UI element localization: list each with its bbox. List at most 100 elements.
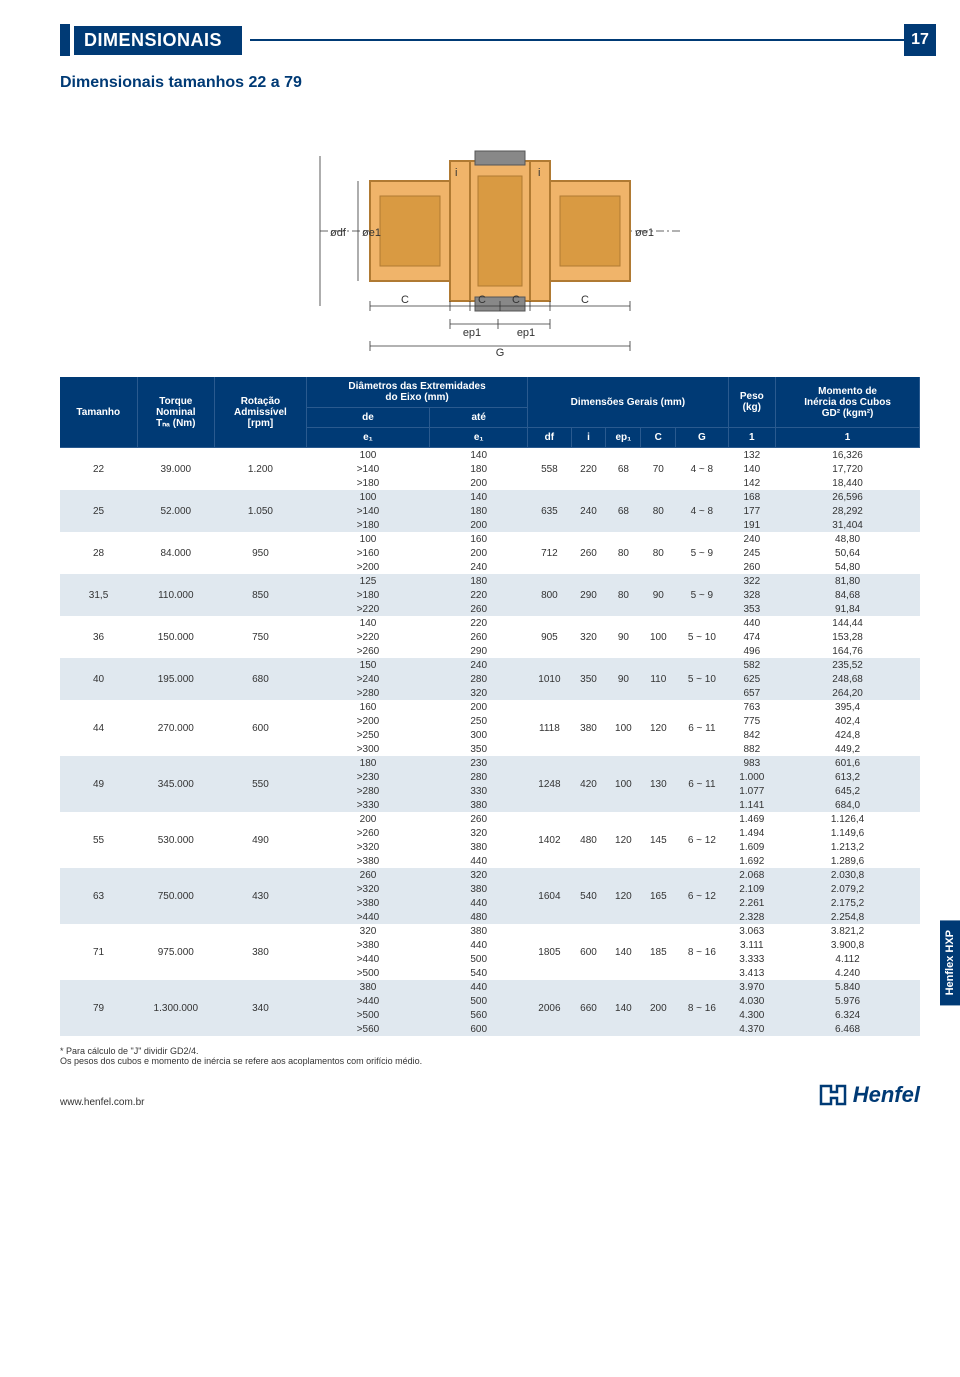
th-de: de	[306, 408, 429, 428]
cell-gd2: 601,6	[776, 756, 920, 770]
cell-peso: 2.261	[728, 896, 776, 910]
cell-i: 480	[571, 812, 606, 868]
cell-ate: 260	[430, 630, 528, 644]
table-row: 2552.0001.05010014063524068804 ~ 816826,…	[60, 490, 920, 504]
cell-de: >260	[306, 826, 429, 840]
cell-de: >500	[306, 966, 429, 980]
cell-gd2: 91,84	[776, 602, 920, 616]
cell-ate: 180	[430, 462, 528, 476]
subtitle: Dimensionais tamanhos 22 a 79	[60, 74, 920, 92]
header-band: DIMENSIONAIS	[60, 24, 920, 56]
cell-df: 1010	[528, 658, 571, 700]
footer-logo: Henfel	[817, 1082, 920, 1108]
diagram-label-c-2: C	[478, 294, 486, 306]
cell-c: 110	[641, 658, 676, 700]
cell-ate: 200	[430, 546, 528, 560]
cell-peso: 657	[728, 686, 776, 700]
cell-de: >240	[306, 672, 429, 686]
cell-ate: 290	[430, 644, 528, 658]
table-row: 2884.00095010016071226080805 ~ 924048,80	[60, 532, 920, 546]
cell-ate: 320	[430, 686, 528, 700]
cell-peso: 140	[728, 462, 776, 476]
cell-peso: 1.077	[728, 784, 776, 798]
cell-gd2: 4.112	[776, 952, 920, 966]
footnote-1: * Para cálculo de "J" dividir GD2/4.	[60, 1046, 920, 1056]
cell-de: 320	[306, 924, 429, 938]
cell-tamanho: 36	[60, 616, 137, 658]
cell-de: >260	[306, 644, 429, 658]
cell-c: 130	[641, 756, 676, 812]
cell-ate: 480	[430, 910, 528, 924]
cell-gd2: 3.821,2	[776, 924, 920, 938]
table-row: 791.300.00034038044020066601402008 ~ 163…	[60, 980, 920, 994]
cell-de: 160	[306, 700, 429, 714]
cell-ate: 240	[430, 560, 528, 574]
th-df: df	[528, 428, 571, 448]
cell-ate: 240	[430, 658, 528, 672]
cell-ep1: 90	[606, 616, 641, 658]
cell-torque: 195.000	[137, 658, 214, 700]
cell-c: 80	[641, 490, 676, 532]
cell-gd2: 248,68	[776, 672, 920, 686]
cell-g: 4 ~ 8	[676, 490, 728, 532]
footer-brand: Henfel	[853, 1082, 920, 1108]
cell-peso: 2.328	[728, 910, 776, 924]
cell-ate: 330	[430, 784, 528, 798]
cell-de: >440	[306, 910, 429, 924]
cell-c: 70	[641, 448, 676, 491]
cell-i: 220	[571, 448, 606, 491]
cell-de: >180	[306, 518, 429, 532]
cell-de: 125	[306, 574, 429, 588]
cell-peso: 775	[728, 714, 776, 728]
cell-gd2: 395,4	[776, 700, 920, 714]
cell-peso: 328	[728, 588, 776, 602]
cell-de: >280	[306, 686, 429, 700]
cell-g: 6 ~ 11	[676, 756, 728, 812]
cell-ate: 250	[430, 714, 528, 728]
cell-gd2: 26,596	[776, 490, 920, 504]
cell-ate: 320	[430, 868, 528, 882]
cell-ate: 440	[430, 980, 528, 994]
cell-gd2: 264,20	[776, 686, 920, 700]
cell-i: 290	[571, 574, 606, 616]
cell-gd2: 17,720	[776, 462, 920, 476]
cell-peso: 1.141	[728, 798, 776, 812]
cell-peso: 2.068	[728, 868, 776, 882]
cell-peso: 260	[728, 560, 776, 574]
cell-gd2: 645,2	[776, 784, 920, 798]
cell-torque: 345.000	[137, 756, 214, 812]
cell-ate: 500	[430, 994, 528, 1008]
cell-i: 600	[571, 924, 606, 980]
cell-gd2: 5.840	[776, 980, 920, 994]
coupling-diagram: ødf øe1 øe1 i i C C C C ep1	[60, 106, 920, 359]
cell-gd2: 144,44	[776, 616, 920, 630]
cell-gd2: 2.254,8	[776, 910, 920, 924]
cell-gd2: 16,326	[776, 448, 920, 463]
cell-ate: 380	[430, 840, 528, 854]
cell-de: >180	[306, 476, 429, 490]
cell-ate: 350	[430, 742, 528, 756]
cell-ep1: 68	[606, 448, 641, 491]
table-row: 71975.00038032038018056001401858 ~ 163.0…	[60, 924, 920, 938]
cell-df: 635	[528, 490, 571, 532]
table-row: 49345.00055018023012484201001306 ~ 11983…	[60, 756, 920, 770]
cell-gd2: 3.900,8	[776, 938, 920, 952]
cell-peso: 1.609	[728, 840, 776, 854]
footnotes: * Para cálculo de "J" dividir GD2/4. Os …	[60, 1046, 920, 1066]
diagram-label-ep1-right: ep1	[517, 327, 535, 339]
cell-de: 100	[306, 448, 429, 463]
cell-tamanho: 55	[60, 812, 137, 868]
table-row: 44270.00060016020011183801001206 ~ 11763…	[60, 700, 920, 714]
th-torque: Torque Nominal Tₙₐ (Nm)	[137, 377, 214, 448]
cell-de: >300	[306, 742, 429, 756]
cell-i: 320	[571, 616, 606, 658]
cell-ep1: 80	[606, 574, 641, 616]
cell-peso: 474	[728, 630, 776, 644]
cell-de: 380	[306, 980, 429, 994]
th-one-a: 1	[728, 428, 776, 448]
cell-rpm: 430	[215, 868, 307, 924]
cell-g: 5 ~ 10	[676, 616, 728, 658]
cell-de: >560	[306, 1022, 429, 1036]
cell-c: 165	[641, 868, 676, 924]
cell-df: 1402	[528, 812, 571, 868]
